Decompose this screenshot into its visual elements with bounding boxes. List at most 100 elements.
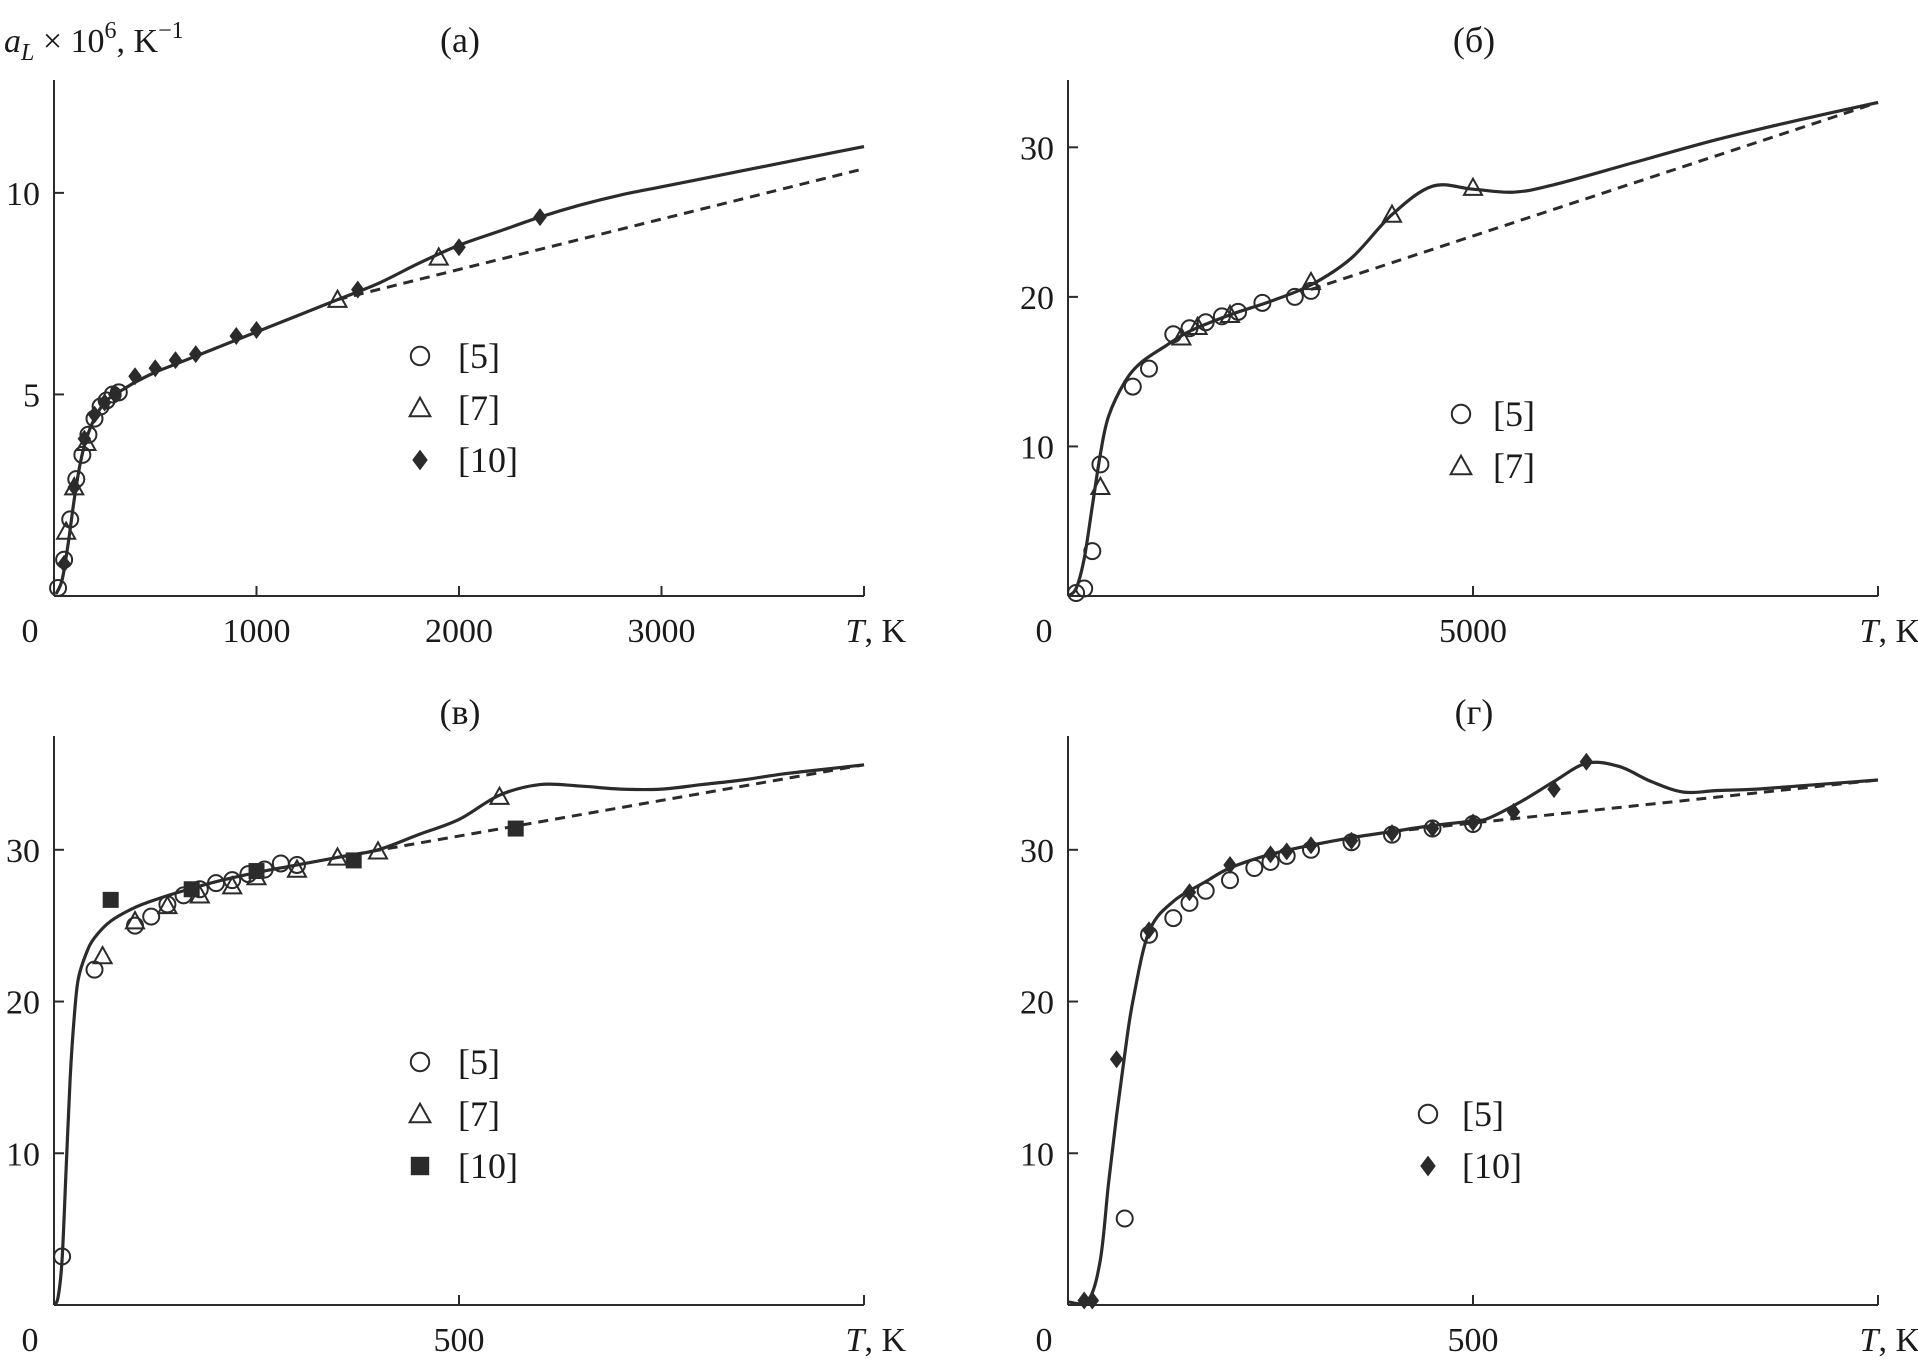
data-point-circle bbox=[73, 445, 92, 464]
data-point-diamond bbox=[1547, 780, 1561, 799]
data-point-diamond bbox=[57, 554, 71, 573]
data-point-diamond bbox=[128, 367, 142, 386]
data-point-triangle bbox=[1089, 475, 1112, 496]
data-point-diamond bbox=[1279, 842, 1294, 861]
data-point-diamond bbox=[67, 478, 81, 497]
data-point-triangle bbox=[367, 840, 389, 860]
legend-label: [10] bbox=[458, 440, 518, 480]
data-point-triangle bbox=[1462, 176, 1484, 196]
data-point-diamond bbox=[87, 405, 102, 424]
series-[10] bbox=[1077, 752, 1594, 1310]
fit-curve-dashed bbox=[337, 167, 865, 302]
x-tick-label: 1000 bbox=[223, 613, 291, 650]
data-point-circle bbox=[1245, 859, 1264, 878]
data-point-diamond bbox=[1182, 883, 1197, 902]
legend: [5] [7] [10] bbox=[407, 1042, 518, 1186]
data-point-triangle bbox=[488, 785, 511, 805]
y-tick-label: 30 bbox=[6, 833, 40, 870]
data-point-diamond bbox=[1506, 802, 1521, 821]
data-point-diamond bbox=[1385, 824, 1399, 843]
data-point-circle bbox=[1091, 455, 1110, 474]
data-point-triangle bbox=[1186, 315, 1209, 335]
y-tick-label: 30 bbox=[1020, 833, 1054, 870]
y-tick-label: 10 bbox=[1020, 429, 1054, 466]
series-[10] bbox=[102, 820, 524, 908]
data-point-triangle bbox=[124, 910, 146, 930]
data-point-diamond bbox=[189, 345, 203, 364]
series-[7] bbox=[1089, 176, 1484, 496]
data-point-diamond bbox=[249, 320, 264, 339]
x-tick-label: 2000 bbox=[425, 613, 493, 650]
x-tick-label: 500 bbox=[1448, 1322, 1499, 1359]
data-point-triangle bbox=[326, 846, 349, 866]
data-point-diamond bbox=[533, 208, 547, 227]
data-point-triangle bbox=[1219, 303, 1241, 324]
data-point-circle bbox=[79, 425, 98, 444]
y-tick-label: 20 bbox=[6, 985, 40, 1022]
data-point-circle bbox=[1196, 313, 1215, 332]
data-point-circle bbox=[126, 916, 144, 935]
y-tick-label: 10 bbox=[1020, 1136, 1054, 1173]
legend: [5] [7] [10] bbox=[407, 336, 518, 480]
data-point-circle bbox=[1212, 307, 1231, 326]
x-axis-label: T, K bbox=[846, 613, 907, 650]
x-axis-label: T, K bbox=[1860, 613, 1918, 650]
data-point-triangle bbox=[1381, 203, 1403, 223]
data-point-circle bbox=[1115, 1209, 1134, 1228]
legend-marker-triangle bbox=[1448, 453, 1474, 476]
legend-label: [10] bbox=[1462, 1146, 1522, 1186]
fit-curve-solid bbox=[1067, 760, 1879, 1306]
legend-label: [7] bbox=[458, 388, 500, 428]
legend-label: [7] bbox=[1493, 446, 1535, 486]
data-point-square bbox=[248, 863, 265, 880]
data-point-circle bbox=[1140, 359, 1158, 378]
legend-marker-circle bbox=[1417, 1103, 1439, 1125]
fit-curve-solid bbox=[52, 763, 865, 1307]
legend-label: [10] bbox=[458, 1146, 518, 1186]
data-point-circle bbox=[1253, 293, 1272, 312]
data-point-diamond bbox=[148, 359, 162, 378]
series-[5] bbox=[53, 854, 306, 1266]
y-axis-label: aL × 106, K−1 bbox=[4, 18, 184, 66]
data-point-square bbox=[183, 881, 200, 898]
series-[5] bbox=[49, 383, 128, 597]
legend-marker-circle bbox=[409, 345, 431, 367]
origin-label: 0 bbox=[1036, 613, 1053, 650]
data-point-circle bbox=[1285, 287, 1304, 306]
data-point-triangle bbox=[91, 944, 114, 965]
panel-title: (б) bbox=[1453, 20, 1495, 60]
data-point-circle bbox=[1196, 881, 1215, 900]
data-point-triangle bbox=[1300, 270, 1322, 291]
legend-marker-diamond bbox=[412, 449, 428, 471]
data-point-triangle bbox=[326, 288, 349, 308]
data-point-circle bbox=[223, 871, 242, 890]
series-[10] bbox=[57, 208, 547, 573]
data-point-diamond bbox=[1223, 855, 1237, 874]
data-point-circle bbox=[53, 1247, 72, 1266]
data-point-circle bbox=[49, 578, 68, 597]
panel-3: (г) 0 500 10 20 30 T, K [5] [10] bbox=[1020, 692, 1918, 1359]
legend: [5] [10] bbox=[1417, 1094, 1522, 1186]
legend-marker-circle bbox=[409, 1051, 431, 1073]
data-point-square bbox=[102, 891, 119, 908]
data-point-diamond bbox=[77, 429, 92, 448]
data-point-diamond bbox=[1304, 836, 1318, 855]
legend-marker-triangle bbox=[407, 395, 433, 418]
origin-label: 0 bbox=[1036, 1322, 1053, 1359]
data-point-diamond bbox=[1085, 1291, 1100, 1310]
legend-label: [5] bbox=[1462, 1094, 1504, 1134]
data-point-diamond bbox=[1109, 1050, 1124, 1069]
panel-title: (в) bbox=[440, 692, 481, 732]
y-tick-label: 10 bbox=[6, 176, 40, 213]
data-point-diamond bbox=[108, 385, 122, 404]
data-point-diamond bbox=[97, 393, 112, 412]
y-tick-label: 10 bbox=[6, 1136, 40, 1173]
y-tick-label: 20 bbox=[1020, 985, 1054, 1022]
x-axis-label: T, K bbox=[846, 1322, 907, 1359]
data-point-diamond bbox=[1466, 813, 1480, 832]
panel-title: (г) bbox=[1455, 692, 1494, 732]
data-point-diamond bbox=[1142, 921, 1156, 940]
x-tick-label: 3000 bbox=[628, 613, 696, 650]
fit-curve-dashed bbox=[1310, 101, 1879, 291]
